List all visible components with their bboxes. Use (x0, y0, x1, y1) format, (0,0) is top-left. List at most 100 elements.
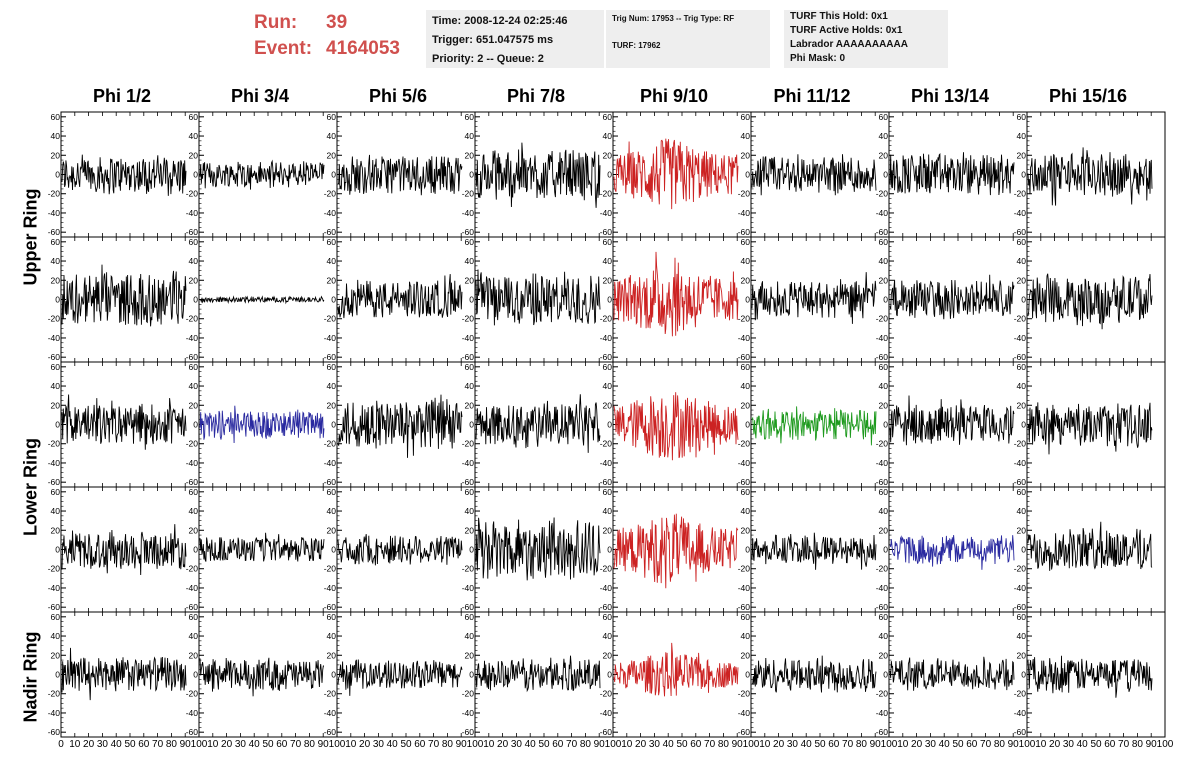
panel-r4-c3: 60 40 20 0 -20 -40 -60 (462, 611, 614, 738)
y-tick-label: 60 (879, 362, 889, 372)
waveform-series (1027, 402, 1153, 455)
panel-r4-c5: 60 40 20 0 -20 -40 -60 (738, 611, 890, 738)
y-tick-label: 0 (331, 545, 336, 555)
y-tick-label: 20 (879, 150, 889, 160)
panel-r0-c6: 60 40 20 0 -20 -40 -60 (876, 111, 1028, 238)
y-tick-label: 0 (193, 170, 198, 180)
y-tick-label: 40 (741, 256, 751, 266)
x-tick-label: 70 (428, 739, 440, 750)
y-tick-label: 60 (189, 612, 199, 622)
x-tick-label: 80 (718, 739, 730, 750)
x-tick-label: 90 (732, 739, 744, 750)
y-tick-label: -40 (600, 208, 613, 218)
y-tick-label: -60 (462, 727, 475, 737)
x-tick-label: 70 (566, 739, 578, 750)
y-tick-label: 20 (741, 650, 751, 660)
y-tick-label: 0 (193, 420, 198, 430)
y-tick-label: 0 (469, 670, 474, 680)
panel-frame (60, 111, 200, 238)
y-tick-label: 60 (327, 112, 337, 122)
waveform-series (337, 659, 463, 696)
trig-info-box: Trig Num: 17953 -- Trig Type: RF TURF: 1… (606, 10, 770, 68)
x-tick-label: 20 (221, 739, 233, 750)
panel-r1-c1: 60 40 20 0 -20 -40 -60 (186, 236, 338, 363)
panel-r3-c7: 60 40 20 0 -20 -40 -60 (1014, 486, 1166, 613)
y-tick-label: 60 (189, 487, 199, 497)
y-tick-label: 20 (879, 275, 889, 285)
y-tick-label: -60 (48, 727, 61, 737)
y-tick-label: 40 (327, 256, 337, 266)
y-tick-label: 40 (327, 131, 337, 141)
panel-frame (474, 611, 614, 738)
x-tick-label: 90 (594, 739, 606, 750)
run-label: Run: (254, 12, 298, 33)
y-tick-label: -20 (876, 189, 889, 199)
y-tick-label: -40 (876, 208, 889, 218)
priority-text: Priority: 2 -- Queue: 2 (432, 53, 544, 65)
y-tick-label: -40 (324, 708, 337, 718)
x-tick-label: 100 (881, 739, 898, 750)
waveform-series (751, 532, 877, 570)
y-tick-label: -40 (48, 583, 61, 593)
waveform-series (889, 535, 1015, 570)
y-tick-label: 0 (469, 295, 474, 305)
y-tick-label: 0 (883, 420, 888, 430)
panel-r0-c1: 60 40 20 0 -20 -40 -60 (186, 111, 338, 238)
y-tick-label: 20 (327, 275, 337, 285)
y-tick-label: -20 (876, 439, 889, 449)
y-tick-label: -20 (1014, 439, 1027, 449)
y-tick-label: 0 (55, 670, 60, 680)
waveform-series (1027, 521, 1153, 571)
x-tick-label: 80 (994, 739, 1006, 750)
y-tick-label: 40 (189, 131, 199, 141)
y-tick-label: 20 (51, 400, 61, 410)
y-tick-label: -20 (48, 189, 61, 199)
waveform-series (1027, 147, 1153, 206)
y-tick-label: 0 (745, 420, 750, 430)
y-tick-label: 40 (51, 631, 61, 641)
x-tick-label: 30 (925, 739, 937, 750)
y-tick-label: 20 (51, 650, 61, 660)
panel-r0-c5: 60 40 20 0 -20 -40 -60 (738, 111, 890, 238)
y-tick-label: 60 (327, 487, 337, 497)
panel-r0-c4: 60 40 20 0 -20 -40 -60 (600, 111, 752, 238)
trigger-text: Trigger: 651.047575 ms (432, 34, 554, 46)
y-tick-label: 60 (879, 612, 889, 622)
y-tick-label: 60 (51, 237, 61, 247)
labrador-text: Labrador AAAAAAAAAA (790, 39, 908, 50)
y-tick-label: -40 (600, 333, 613, 343)
y-tick-label: 20 (879, 400, 889, 410)
y-tick-label: 60 (189, 237, 199, 247)
y-tick-label: -40 (1014, 333, 1027, 343)
y-tick-label: 0 (883, 295, 888, 305)
x-tick-label: 60 (690, 739, 702, 750)
waveform-series (889, 152, 1015, 196)
y-tick-label: 0 (331, 420, 336, 430)
y-tick-label: 40 (603, 131, 613, 141)
y-tick-label: 40 (189, 506, 199, 516)
waveform-series (337, 534, 463, 566)
y-tick-label: 60 (741, 612, 751, 622)
y-tick-label: -60 (1014, 727, 1027, 737)
y-tick-label: 0 (55, 170, 60, 180)
y-tick-label: -60 (186, 477, 199, 487)
y-tick-label: -60 (48, 477, 61, 487)
waveform-series (199, 405, 325, 444)
waveform-series (61, 154, 187, 196)
y-tick-label: 0 (469, 420, 474, 430)
panel-r1-c2: 60 40 20 0 -20 -40 -60 (324, 236, 476, 363)
y-tick-label: 40 (465, 381, 475, 391)
y-tick-label: -20 (48, 314, 61, 324)
y-tick-label: -20 (600, 314, 613, 324)
y-tick-label: 0 (883, 170, 888, 180)
y-tick-label: 60 (603, 612, 613, 622)
y-tick-label: -60 (1014, 352, 1027, 362)
x-tick-label: 90 (180, 739, 192, 750)
y-tick-label: -60 (876, 352, 889, 362)
y-tick-label: -40 (186, 208, 199, 218)
y-tick-label: 20 (51, 525, 61, 535)
column-header-phi-5-6: Phi 5/6 (368, 86, 428, 106)
y-tick-label: 40 (603, 631, 613, 641)
y-tick-label: 0 (1021, 295, 1026, 305)
x-tick-label: 40 (1077, 739, 1089, 750)
